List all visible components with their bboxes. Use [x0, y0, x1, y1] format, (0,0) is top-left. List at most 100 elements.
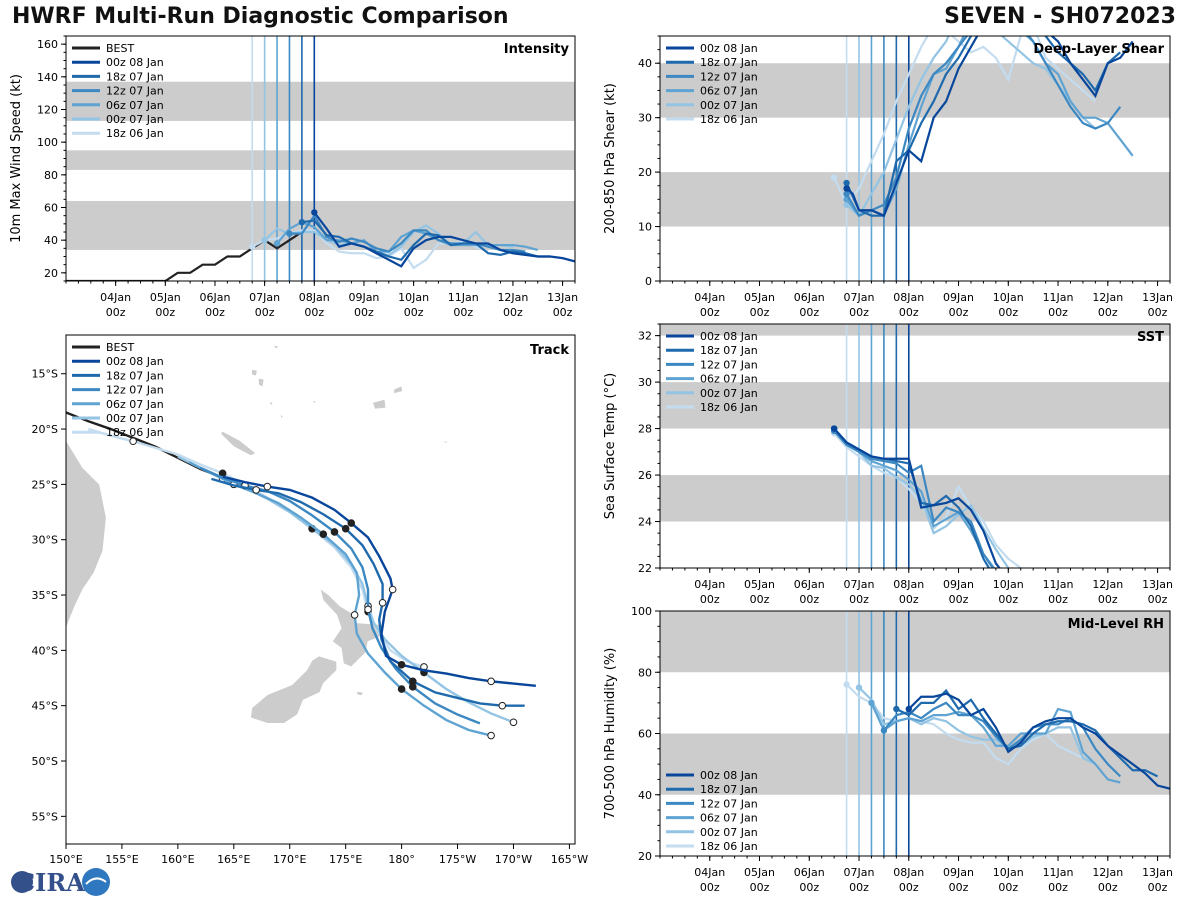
sst-init-point: [830, 425, 838, 432]
rh-legend-label: 12z 07 Jan: [700, 797, 758, 810]
intensity-xtick-label: 00z: [106, 306, 126, 319]
nz-south-island: [250, 655, 338, 724]
track-ytick-label: 15°S: [32, 368, 58, 381]
shear-xtick-label: 11Jan: [1043, 291, 1074, 304]
shear-xtick-label: 07Jan: [844, 291, 875, 304]
intensity-xtick-label: 05Jan: [150, 291, 181, 304]
intensity-init-point: [298, 219, 306, 226]
shear-xtick-label: 00z: [750, 306, 770, 319]
sst-xtick-label: 00z: [849, 593, 869, 606]
rh-series-line: [908, 692, 1170, 790]
sst-plot-area: [660, 324, 1170, 568]
track-legend-label: 18z 06 Jan: [106, 426, 164, 439]
sst-xtick-label: 00z: [899, 593, 919, 606]
intensity-band: [66, 150, 575, 170]
cira-globe-icon: [11, 871, 33, 893]
tonga-island: [441, 440, 449, 444]
rh-ytick-label: 100: [631, 605, 652, 618]
track-point: [397, 660, 406, 669]
sst-xtick-label: 07Jan: [844, 578, 875, 591]
track-xtick-label: 180°: [388, 853, 415, 866]
shear-xtick-label: 13Jan: [1142, 291, 1173, 304]
intensity-ytick-label: 140: [37, 71, 58, 84]
sst-legend-label: 12z 07 Jan: [700, 358, 758, 371]
sst-ytick-label: 30: [638, 376, 652, 389]
sst-xtick-label: 09Jan: [943, 578, 974, 591]
rh-ytick-label: 60: [638, 728, 652, 741]
intensity-legend-label: 12z 07 Jan: [106, 85, 164, 98]
rh-xtick-label: 00z: [750, 881, 770, 894]
sst-ytick-label: 24: [638, 516, 652, 529]
track-xtick-label: 160°E: [161, 853, 194, 866]
track-legend-label: 18z 07 Jan: [106, 369, 164, 382]
shear-xtick-label: 04Jan: [694, 291, 725, 304]
intensity-xtick-label: 00z: [503, 306, 523, 319]
track-legend-label: 00z 07 Jan: [106, 412, 164, 425]
track-run-line: [222, 475, 536, 687]
intensity-xtick-label: 07Jan: [249, 291, 280, 304]
shear-legend-label: 18z 06 Jan: [700, 113, 758, 126]
sst-xtick-label: 04Jan: [694, 578, 725, 591]
shear-xtick-label: 00z: [700, 306, 720, 319]
rh-band: [660, 733, 1170, 795]
track-title: Track: [530, 343, 569, 358]
rh-init-point: [855, 684, 863, 691]
sst-xtick-label: 12Jan: [1092, 578, 1123, 591]
sst-xtick-label: 13Jan: [1142, 578, 1173, 591]
intensity-xtick-label: 00z: [255, 306, 275, 319]
sst-xtick-label: 08Jan: [893, 578, 924, 591]
track-frame: [65, 334, 576, 845]
track-run-line: [177, 455, 514, 724]
shear-xtick-label: 00z: [799, 306, 819, 319]
sst-panel: 22 24 26 28 30 32 04Jan 00z 05Jan 00z 06Jan 00z 07Ja…: [603, 323, 1173, 606]
storm-id: SEVEN - SH072023: [944, 4, 1176, 29]
sst-legend-label: 18z 07 Jan: [700, 344, 758, 357]
chatham-island: [356, 690, 365, 697]
rh-ytick-label: 80: [638, 666, 652, 679]
intensity-xtick-label: 00z: [155, 306, 175, 319]
shear-xtick-label: 00z: [949, 306, 969, 319]
fiji-island: [393, 385, 404, 395]
intensity-ytick-label: 20: [44, 267, 58, 280]
track-xtick-label: 155°E: [105, 853, 138, 866]
shear-xtick-label: 00z: [1148, 306, 1168, 319]
track-panel: 150°E 155°E 160°E 165°E 170°E 175°E 180° 175°W 1…: [32, 334, 588, 866]
intensity-xtick-label: 04Jan: [100, 291, 131, 304]
partner-logo-icon: [82, 868, 110, 896]
track-point: [263, 482, 272, 491]
sst-frame: [659, 323, 1171, 569]
intensity-init-point: [311, 209, 318, 216]
track-xtick-label: 165°E: [217, 853, 250, 866]
shear-plot-area: [660, 36, 1170, 281]
intensity-xtick-label: 10Jan: [398, 291, 429, 304]
shear-legend-label: 06z 07 Jan: [700, 85, 758, 98]
vanuatu-island: [267, 400, 274, 407]
intensity-title: Intensity: [504, 42, 570, 57]
intensity-xtick-label: 00z: [304, 306, 324, 319]
track-point: [129, 437, 137, 446]
sst-legend-label: 00z 07 Jan: [700, 387, 758, 400]
track-point: [498, 701, 507, 710]
track-run-line: [211, 477, 525, 707]
track-ytick-label: 40°S: [32, 644, 58, 657]
sst-ytick-label: 22: [638, 562, 652, 575]
rh-xtick-label: 00z: [700, 881, 720, 894]
track-xtick-label: 170°E: [273, 853, 306, 866]
sst-xtick-label: 00z: [949, 593, 969, 606]
intensity-legend-label: 18z 07 Jan: [106, 70, 164, 83]
shear-ytick-label: 20: [638, 166, 652, 179]
norfolk-island: [265, 527, 269, 531]
track-xtick-label: 165°W: [551, 853, 588, 866]
intensity-xtick-label: 00z: [205, 306, 225, 319]
sst-series-line: [833, 430, 995, 568]
intensity-ytick-label: 120: [37, 104, 58, 117]
shear-xtick-label: 06Jan: [794, 291, 825, 304]
nz-north-island: [319, 587, 386, 668]
shear-ytick-label: 0: [645, 275, 652, 288]
rh-xtick-label: 00z: [949, 881, 969, 894]
rh-xtick-label: 00z: [799, 881, 819, 894]
intensity-ytick-label: 40: [44, 234, 58, 247]
track-point: [347, 519, 356, 527]
